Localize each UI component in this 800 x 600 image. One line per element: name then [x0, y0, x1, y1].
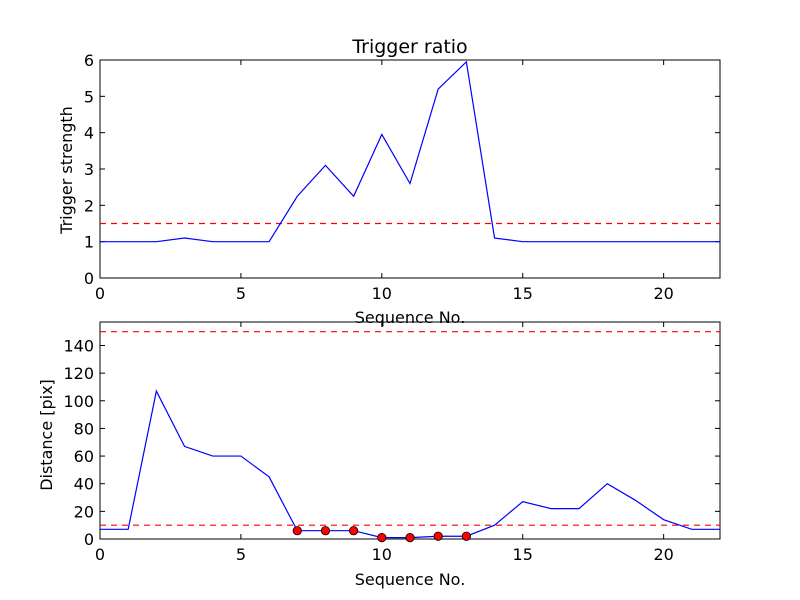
data-point — [377, 533, 387, 543]
series-line — [100, 60, 720, 243]
y-tick-label: 60 — [74, 447, 94, 466]
x-tick-label: 15 — [513, 284, 533, 303]
data-point — [292, 526, 302, 536]
y-tick-label: 40 — [74, 475, 94, 494]
data-point — [461, 531, 471, 541]
trigger-ratio-chart: Trigger ratio Sequence No. Trigger stren… — [57, 36, 721, 327]
y-tick-label: 3 — [84, 160, 94, 179]
x-tick-label: 20 — [653, 545, 673, 564]
x-axis-label: Sequence No. — [355, 308, 466, 327]
data-point — [349, 526, 359, 536]
x-tick-label: 20 — [653, 284, 673, 303]
plot-frame — [99, 321, 721, 540]
distance-chart: Sequence No. Distance [pix] 0 5 10 15 20 0 20 4… — [37, 321, 721, 589]
y-tick-label: 4 — [84, 124, 94, 143]
y-tick-label: 5 — [84, 87, 94, 106]
y-tick-label: 2 — [84, 196, 94, 215]
y-tick-label: 20 — [74, 502, 94, 521]
x-tick-label: 0 — [95, 545, 105, 564]
x-tick-label: 10 — [372, 545, 392, 564]
y-tick-label: 80 — [74, 419, 94, 438]
y-tick-label: 0 — [84, 530, 94, 549]
x-tick-label: 15 — [513, 545, 533, 564]
data-point — [320, 526, 331, 536]
data-point — [405, 533, 415, 543]
chart-title: Trigger ratio — [351, 36, 467, 58]
y-axis-label: Distance [pix] — [37, 379, 56, 491]
y-tick-label: 140 — [63, 336, 94, 355]
plot-frame — [99, 59, 721, 279]
y-axis-label: Trigger strength — [57, 106, 76, 235]
x-tick-label: 5 — [236, 284, 246, 303]
y-tick-label: 100 — [63, 392, 94, 411]
x-tick-label: 0 — [95, 284, 105, 303]
x-axis-label: Sequence No. — [355, 570, 466, 589]
y-tick-label: 0 — [84, 269, 94, 288]
series-line — [100, 389, 720, 539]
x-tick-label: 10 — [372, 284, 392, 303]
data-point — [433, 531, 443, 541]
y-tick-label: 120 — [63, 364, 94, 383]
y-tick-label: 1 — [84, 233, 94, 252]
x-tick-label: 5 — [236, 545, 246, 564]
y-tick-label: 6 — [84, 51, 94, 70]
